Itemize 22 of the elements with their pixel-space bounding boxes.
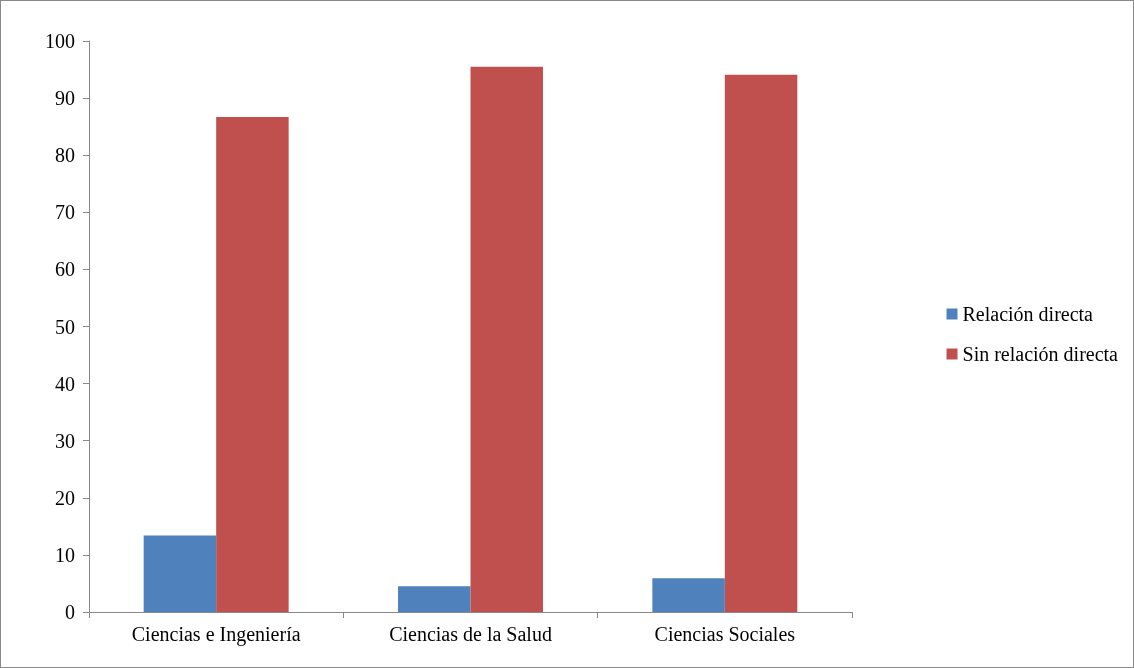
bar [470,66,543,612]
y-tick-label: 100 [45,30,75,52]
legend-label: Sin relación directa [962,343,1119,365]
bar [398,586,471,612]
x-tick-label: Ciencias e Ingeniería [131,623,301,646]
y-tick-label: 70 [55,201,75,224]
y-tick-label: 90 [55,87,75,110]
y-tick-label: 40 [55,372,75,395]
y-tick-label: 80 [55,144,75,167]
bar [652,578,725,612]
bar [143,535,217,612]
bar [216,116,289,612]
y-tick-label: 60 [55,258,75,281]
x-tick-label: Ciencias de la Salud [389,623,552,645]
y-tick-label: 50 [55,315,75,338]
x-tick-label: Ciencias Sociales [654,623,796,645]
y-tick-label: 0 [65,601,75,623]
y-tick-label: 10 [55,543,75,566]
y-tick-label: 20 [55,486,75,509]
legend-label: Relación directa [962,303,1094,325]
bar [724,74,798,612]
y-tick-label: 30 [55,429,75,452]
